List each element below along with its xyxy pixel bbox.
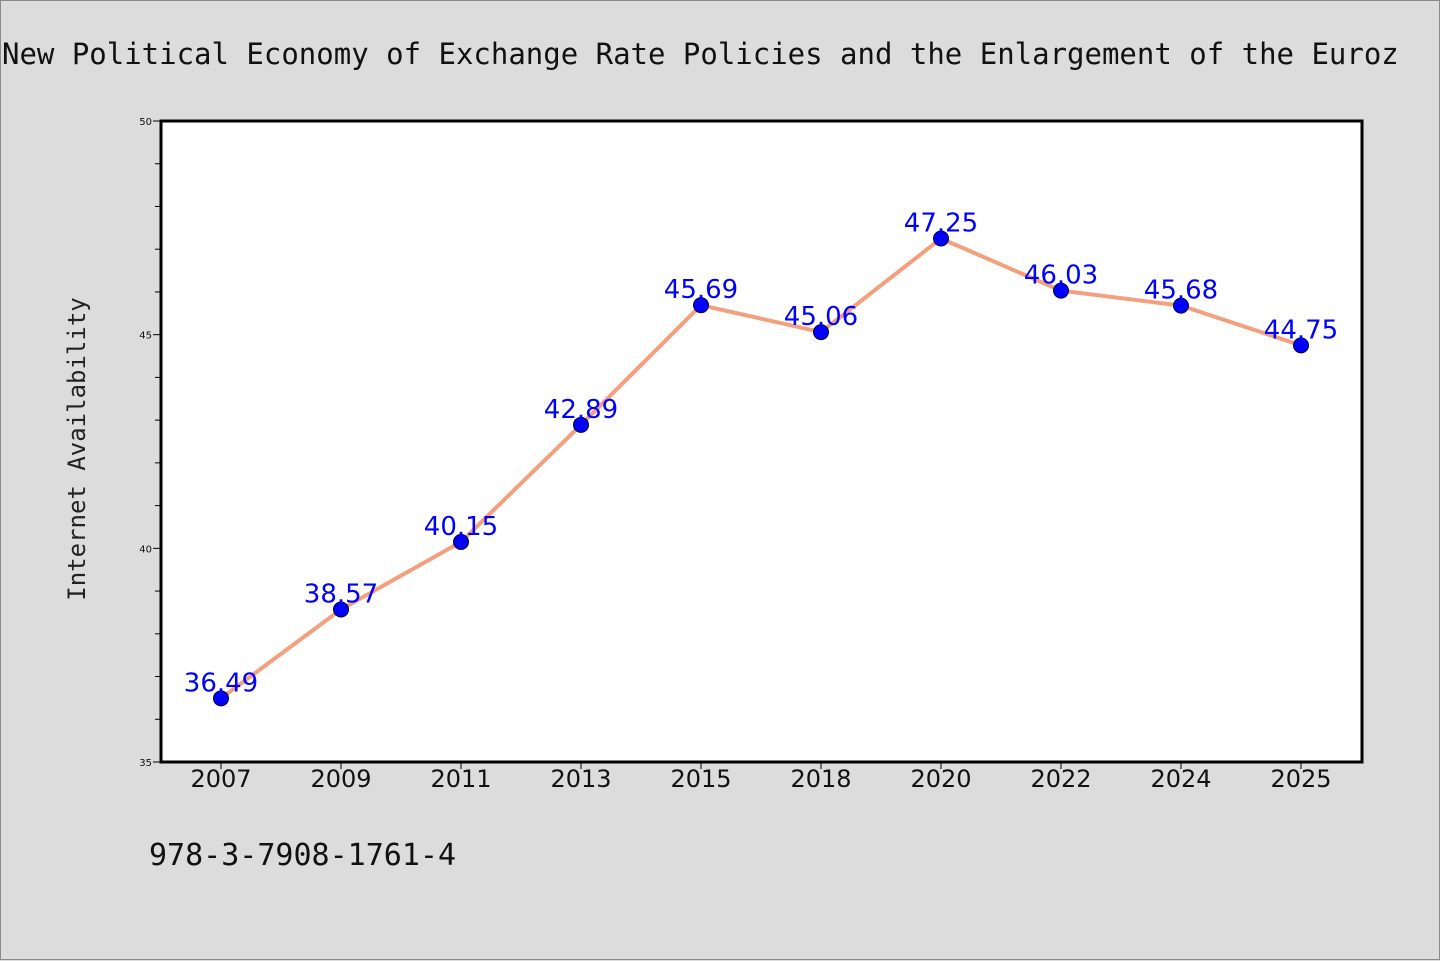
y-axis-label: Internet Availability <box>63 297 91 600</box>
y-tick-label: 50 <box>139 117 152 128</box>
y-tick-label: 40 <box>139 544 152 555</box>
x-tick-label: 2025 <box>1270 765 1331 793</box>
data-label: 36.49 <box>184 668 258 698</box>
x-tick-label: 2013 <box>550 765 611 793</box>
y-tick-label: 35 <box>139 758 152 769</box>
series-line <box>219 236 1302 700</box>
data-point <box>213 690 229 707</box>
y-axis-ticks: 35 40 45 50 <box>139 117 161 769</box>
plot-area <box>159 119 1364 764</box>
data-label: 40.15 <box>424 512 498 542</box>
data-label: 45.68 <box>1144 276 1218 306</box>
data-label: 45.06 <box>784 302 858 332</box>
data-point <box>573 416 589 433</box>
x-tick-label: 2024 <box>1150 765 1211 793</box>
x-tick-label: 2022 <box>1030 765 1091 793</box>
data-point <box>933 230 949 247</box>
footnote: 978-3-7908-1761-4 <box>149 838 456 873</box>
y-tick-label: 45 <box>139 331 152 342</box>
chart-title: New Political Economy of Exchange Rate P… <box>2 37 1399 71</box>
data-label: 38.57 <box>304 579 378 609</box>
data-point <box>1173 297 1189 314</box>
data-point <box>693 297 709 314</box>
x-tick-label: 2020 <box>910 765 971 793</box>
data-point <box>1053 282 1069 299</box>
data-label: 42.89 <box>544 395 618 425</box>
x-tick-label: 2007 <box>190 765 251 793</box>
data-label: 46.03 <box>1024 261 1098 291</box>
x-tick-label: 2018 <box>790 765 851 793</box>
data-label: 44.75 <box>1264 315 1338 345</box>
data-point <box>333 601 349 618</box>
data-point <box>813 324 829 341</box>
data-point <box>453 533 469 550</box>
x-tick-label: 2015 <box>670 765 731 793</box>
x-axis-ticks: 2007 2009 2011 2013 2015 2018 2020 2022 2024 2025 <box>190 762 1332 793</box>
data-label: 45.69 <box>664 275 738 305</box>
data-points <box>213 230 1309 707</box>
x-tick-label: 2011 <box>430 765 491 793</box>
x-tick-label: 2009 <box>310 765 371 793</box>
data-label: 47.25 <box>904 209 978 239</box>
data-point <box>1293 337 1309 354</box>
data-labels: 36.49 38.57 40.15 42.89 45.69 45.06 47.25 46.03… <box>184 209 1338 699</box>
